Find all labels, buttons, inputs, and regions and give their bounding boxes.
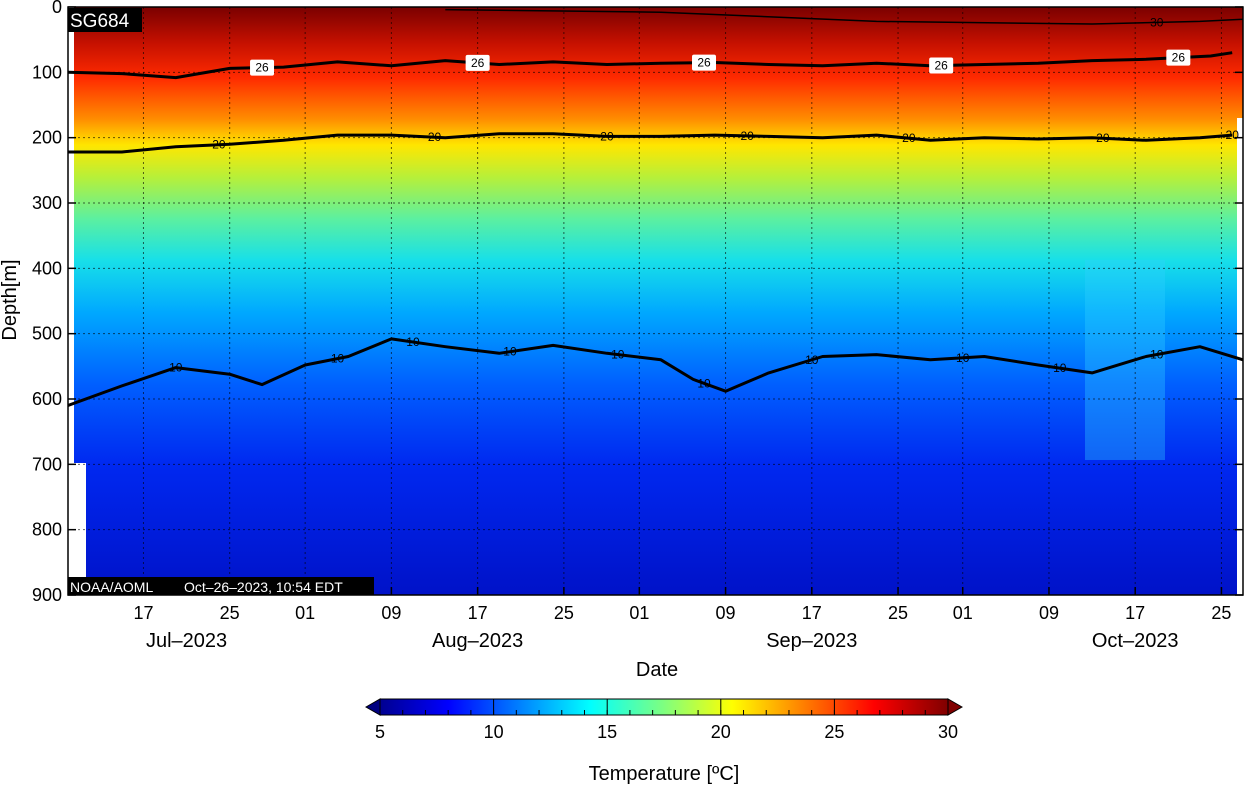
contour-label-20: 20 bbox=[902, 131, 916, 145]
contour-label-30: 30 bbox=[1150, 15, 1164, 29]
x-tick-label: 01 bbox=[629, 603, 649, 623]
contour-label-20: 20 bbox=[212, 138, 226, 152]
y-tick-label: 400 bbox=[32, 258, 62, 278]
contour-label-10: 10 bbox=[611, 348, 625, 362]
grid-lines bbox=[68, 7, 1243, 595]
colorbar-title: Temperature [ºC] bbox=[589, 763, 740, 785]
x-tick-label: 09 bbox=[381, 603, 401, 623]
colorbar: 5 10 15 20 25 30 Temperature [ºC] bbox=[364, 698, 964, 785]
contour-label-bg bbox=[250, 59, 275, 76]
contour-label-10: 10 bbox=[503, 345, 517, 359]
y-tick-label: 700 bbox=[32, 454, 62, 474]
colorbar-tick-label: 30 bbox=[938, 722, 958, 742]
contour-label-20: 20 bbox=[1226, 128, 1240, 142]
contour-30 bbox=[445, 8, 1243, 25]
month-label: Jul–2023 bbox=[146, 630, 227, 652]
contour-label-10: 10 bbox=[331, 352, 345, 366]
contour-label-10: 10 bbox=[406, 335, 420, 349]
x-axis: 17 25 01 09 17 25 01 09 17 25 01 09 17 25 Jul–2023 Aug–… bbox=[133, 587, 1231, 652]
x-tick-label: 17 bbox=[1125, 603, 1145, 623]
month-label: Aug–2023 bbox=[432, 630, 523, 652]
contour-label-10: 10 bbox=[956, 351, 970, 365]
x-tick-label: 09 bbox=[1039, 603, 1059, 623]
contour-lines: 30 26 26 26 26 26 20 20 20 20 20 20 20 10 10 10 10 10 10 10… bbox=[68, 8, 1243, 407]
contour-label-bg bbox=[1166, 49, 1191, 66]
contour-label-10: 10 bbox=[697, 376, 711, 390]
upwelling-patch bbox=[1085, 260, 1165, 460]
contour-20 bbox=[68, 132, 1233, 154]
x-tick-label: 25 bbox=[554, 603, 574, 623]
colorbar-under-arrow bbox=[364, 698, 381, 716]
x-axis-title: Date bbox=[636, 659, 678, 681]
y-tick-label: 300 bbox=[32, 193, 62, 213]
contour-label-26: 26 bbox=[255, 61, 269, 75]
x-tick-label: 17 bbox=[468, 603, 488, 623]
colorbar-ticks: 5 10 15 20 25 30 bbox=[375, 699, 958, 742]
footer-source: NOAA/AOML bbox=[70, 579, 153, 595]
contour-label-10: 10 bbox=[1150, 348, 1164, 362]
x-tick-label: 17 bbox=[133, 603, 153, 623]
colorbar-tick-label: 15 bbox=[597, 722, 617, 742]
plot-area: 30 26 26 26 26 26 20 20 20 20 20 20 20 10 10 10 10 10 10 10… bbox=[68, 7, 1243, 595]
x-tick-label: 25 bbox=[1211, 603, 1231, 623]
contour-label-bg bbox=[692, 54, 717, 71]
chart-title: SG684 bbox=[70, 11, 130, 32]
heatmap-field bbox=[68, 7, 1243, 595]
contour-label-bg bbox=[929, 57, 954, 74]
y-tick-label: 200 bbox=[32, 128, 62, 148]
colorbar-tick-label: 20 bbox=[711, 722, 731, 742]
y-tick-label: 900 bbox=[32, 585, 62, 605]
x-tick-label: 01 bbox=[953, 603, 973, 623]
plot-frame bbox=[67, 6, 1244, 596]
no-data-notch bbox=[74, 463, 86, 595]
no-data-strip-left bbox=[68, 7, 74, 595]
footer-box bbox=[68, 577, 374, 595]
contour-label-26: 26 bbox=[471, 56, 485, 70]
y-tick-label: 800 bbox=[32, 520, 62, 540]
colorbar-over-arrow bbox=[947, 698, 964, 716]
colorbar-tick-label: 5 bbox=[375, 722, 385, 742]
contour-label-10: 10 bbox=[805, 353, 819, 367]
y-axis: 0 100 200 300 400 500 600 700 800 900 bbox=[32, 0, 1243, 605]
colorbar-tick-label: 25 bbox=[824, 722, 844, 742]
contour-label-20: 20 bbox=[740, 129, 754, 143]
contour-label-26: 26 bbox=[1172, 51, 1186, 65]
month-label: Sep–2023 bbox=[766, 630, 857, 652]
y-tick-label: 0 bbox=[52, 0, 62, 17]
title-box bbox=[68, 8, 142, 32]
no-data-strip-right bbox=[1237, 118, 1243, 595]
contour-label-10: 10 bbox=[1053, 361, 1067, 375]
footer-timestamp: Oct–26–2023, 10:54 EDT bbox=[184, 579, 343, 595]
y-axis-title: Depth[m] bbox=[0, 259, 21, 340]
month-label: Oct–2023 bbox=[1092, 630, 1179, 652]
contour-label-20: 20 bbox=[428, 130, 442, 144]
x-tick-label: 09 bbox=[716, 603, 736, 623]
contour-10 bbox=[68, 337, 1243, 407]
y-tick-label: 100 bbox=[32, 62, 62, 82]
x-tick-label: 17 bbox=[802, 603, 822, 623]
contour-label-10: 10 bbox=[169, 361, 183, 375]
colorbar-tick-label: 10 bbox=[484, 722, 504, 742]
colorbar-bar bbox=[379, 698, 949, 716]
contour-label-20: 20 bbox=[600, 129, 614, 143]
x-tick-label: 25 bbox=[220, 603, 240, 623]
y-tick-label: 500 bbox=[32, 324, 62, 344]
y-tick-label: 600 bbox=[32, 389, 62, 409]
x-tick-label: 25 bbox=[888, 603, 908, 623]
contour-label-26: 26 bbox=[697, 56, 711, 70]
contour-label-26: 26 bbox=[934, 59, 948, 73]
contour-label-20: 20 bbox=[1096, 131, 1110, 145]
x-tick-label: 01 bbox=[295, 603, 315, 623]
contour-label-bg bbox=[465, 54, 490, 71]
